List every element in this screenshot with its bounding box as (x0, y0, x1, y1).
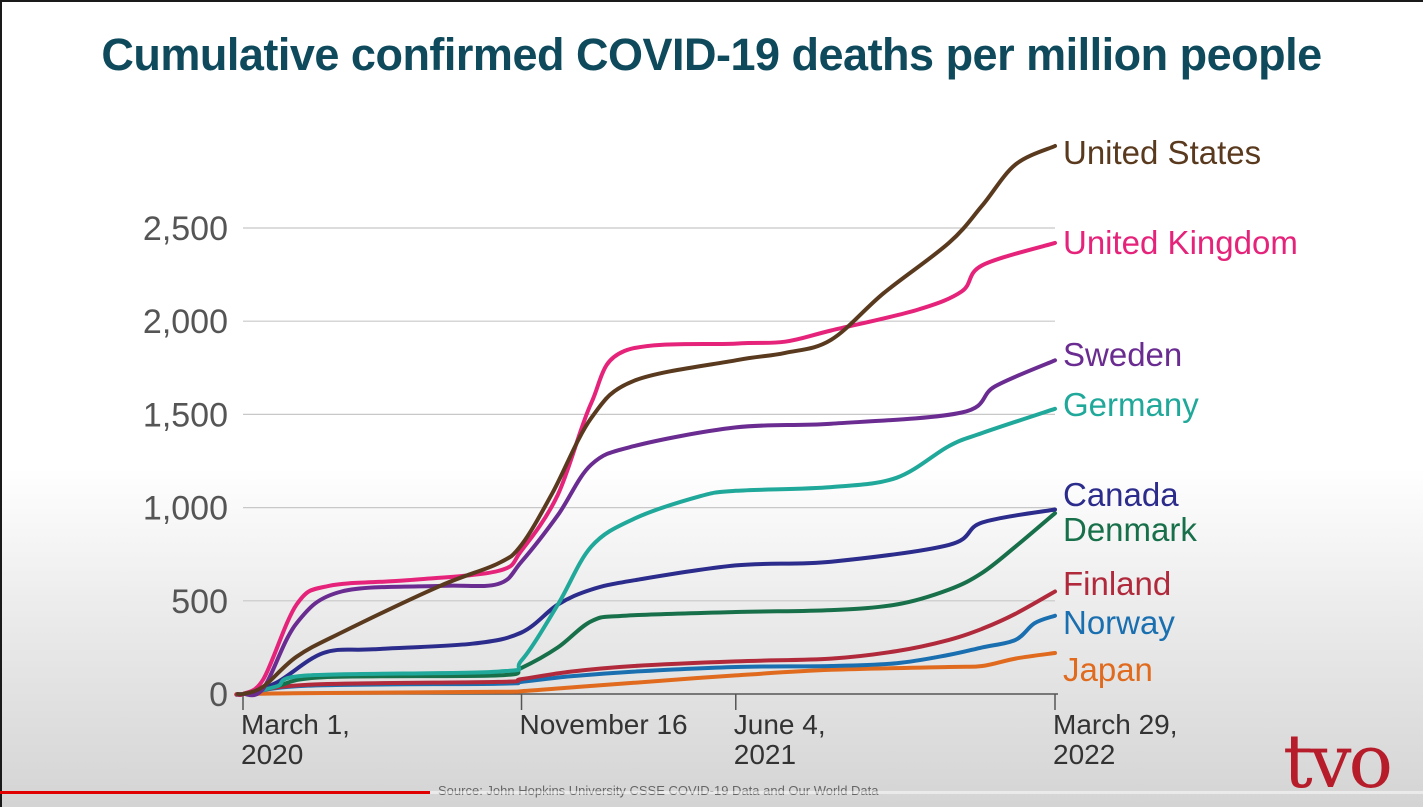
y-tick-label: 1,500 (143, 396, 228, 434)
chart-title: Cumulative confirmed COVID-19 deaths per… (101, 29, 1322, 80)
series-label-sweden: Sweden (1063, 336, 1182, 373)
x-tick-label: June 4, (734, 709, 826, 740)
y-tick-label: 0 (209, 676, 228, 714)
x-tick-label: March 29, (1053, 709, 1178, 740)
y-tick-label: 500 (171, 583, 228, 621)
series-label-denmark: Denmark (1063, 511, 1197, 548)
series-label-norway: Norway (1063, 604, 1175, 641)
line-germany (236, 406, 1057, 697)
line-united-kingdom (236, 240, 1057, 698)
x-axis: March 1,2020 November 16 June 4,2021 March … (236, 693, 1178, 770)
line-japan (234, 651, 1057, 697)
grid-lines (243, 227, 1055, 602)
series-labels: United States United Kingdom Sweden Germany… (1063, 134, 1298, 688)
series-label-united-states: United States (1063, 134, 1261, 171)
x-tick-label: 2021 (734, 739, 796, 770)
series-label-finland: Finland (1063, 565, 1171, 602)
line-sweden (236, 358, 1057, 698)
tvo-logo: tvo (1283, 719, 1393, 805)
series-label-united-kingdom: United Kingdom (1063, 224, 1298, 261)
series-lines (234, 144, 1057, 698)
video-progress-bar[interactable] (0, 791, 1423, 794)
series-label-japan: Japan (1063, 651, 1153, 688)
x-tick-label: 2020 (241, 739, 303, 770)
y-tick-label: 1,000 (143, 490, 228, 528)
y-tick-label: 2,000 (143, 303, 228, 341)
y-tick-label: 2,500 (143, 210, 228, 248)
video-progress-played (0, 791, 430, 794)
line-denmark (236, 511, 1057, 697)
x-tick-label: November 16 (520, 709, 688, 740)
x-tick-label: 2022 (1053, 739, 1115, 770)
y-axis: 0 500 1,000 1,500 2,000 2,500 (143, 210, 228, 714)
line-canada (236, 507, 1057, 697)
x-tick-label: March 1, (241, 709, 350, 740)
line-finland (234, 589, 1057, 697)
series-label-canada: Canada (1063, 476, 1179, 513)
source-note: Source: John Hopkins University CSSE COV… (438, 783, 879, 798)
series-label-germany: Germany (1063, 386, 1199, 423)
line-united-states (236, 144, 1057, 697)
